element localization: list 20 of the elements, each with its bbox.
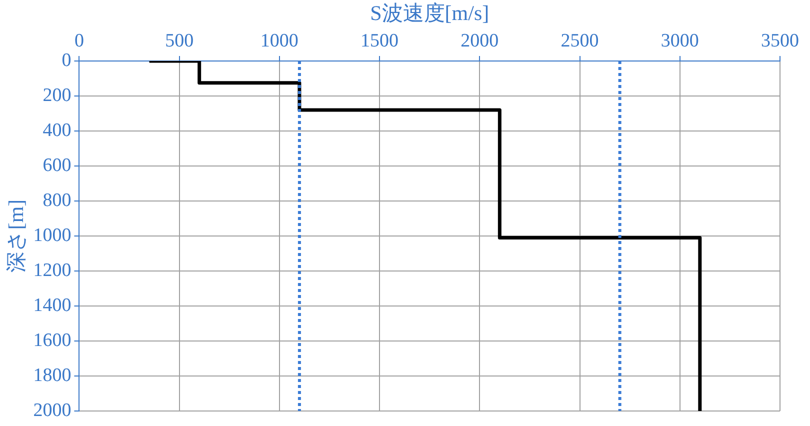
x-tick-label: 2000: [460, 30, 499, 52]
y-tick-label: 1600: [33, 330, 72, 351]
x-tick-label: 3000: [660, 30, 699, 52]
x-tick-label: 1000: [260, 30, 298, 52]
y-tick-label: 600: [42, 154, 72, 176]
x-tick-label: 2500: [560, 30, 599, 52]
x-tick-label: 500: [165, 30, 194, 52]
y-tick-label: 1000: [33, 224, 72, 246]
x-tick-label: 3500: [761, 30, 799, 52]
y-tick-label: 400: [42, 120, 72, 141]
y-tick-label: 1200: [33, 260, 72, 281]
y-tick-label: 1800: [33, 364, 72, 386]
y-tick-label: 0: [62, 50, 72, 71]
y-tick-label: 800: [42, 190, 72, 211]
y-tick-label: 200: [42, 84, 72, 106]
y-tick-label: 2000: [33, 400, 72, 421]
y-tick-label: 1400: [33, 294, 72, 316]
y-axis-title: 深さ[m]: [4, 199, 28, 273]
x-tick-label: 1500: [360, 30, 399, 52]
x-axis-title: S波速度[m/s]: [370, 1, 490, 26]
